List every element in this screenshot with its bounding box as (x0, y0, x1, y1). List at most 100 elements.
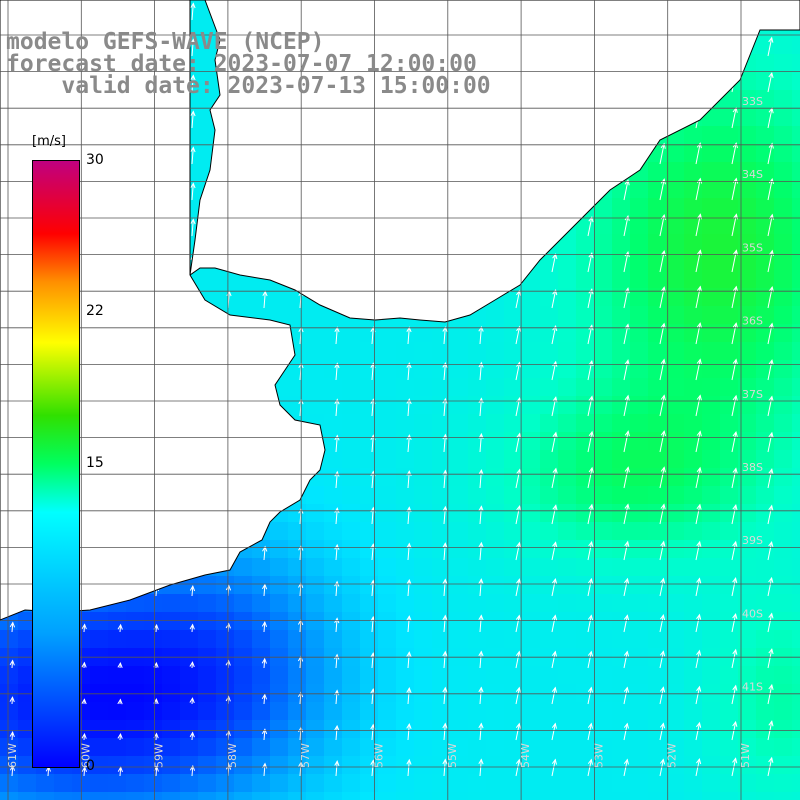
wind-cell (342, 720, 361, 739)
wind-cell (612, 720, 631, 739)
wind-cell (540, 486, 559, 505)
wind-cell (396, 576, 415, 595)
wind-cell (486, 486, 505, 505)
wind-cell (306, 504, 325, 523)
wind-arrow (515, 578, 522, 597)
wind-cell (450, 468, 469, 487)
wind-arrow (406, 542, 412, 561)
wind-cell (522, 450, 541, 469)
wind-cell (684, 252, 703, 271)
wind-cell (702, 414, 721, 433)
wind-cell (720, 270, 739, 289)
wind-cell (324, 450, 343, 469)
wind-cell (774, 144, 793, 163)
wind-cell (486, 684, 505, 703)
wind-cell (792, 702, 800, 721)
wind-cell (252, 720, 271, 739)
wind-cell (504, 684, 523, 703)
wind-cell (504, 342, 523, 361)
wind-cell (162, 666, 181, 685)
wind-cell (468, 756, 487, 775)
wind-cell (54, 792, 73, 800)
wind-arrow (731, 322, 738, 345)
wind-cell (450, 504, 469, 523)
wind-cell (648, 342, 667, 361)
wind-cell (306, 630, 325, 649)
wind-cell (576, 216, 595, 235)
wind-arrow (767, 576, 774, 597)
wind-cell (198, 54, 217, 73)
wind-cell (684, 594, 703, 613)
wind-cell (450, 630, 469, 649)
wind-cell (306, 684, 325, 703)
wind-cell (90, 738, 109, 757)
wind-cell (558, 450, 577, 469)
wind-cell (774, 324, 793, 343)
wind-cell (738, 198, 757, 217)
wind-cell (360, 342, 379, 361)
wind-cell (522, 576, 541, 595)
wind-cell (486, 504, 505, 523)
wind-cell (630, 414, 649, 433)
wind-arrow (406, 578, 412, 597)
wind-cell (792, 72, 800, 91)
wind-cell (648, 234, 667, 253)
wind-cell (684, 522, 703, 541)
wind-cell (144, 738, 163, 757)
latitude-label: 36S (742, 315, 763, 328)
wind-cell (342, 342, 361, 361)
wind-cell (612, 594, 631, 613)
wind-cell (198, 126, 217, 145)
wind-cell (684, 234, 703, 253)
wind-cell (702, 252, 721, 271)
wind-cell (702, 504, 721, 523)
wind-cell (702, 612, 721, 631)
wind-cell (342, 666, 361, 685)
wind-cell (720, 630, 739, 649)
wind-cell (702, 126, 721, 145)
wind-cell (198, 90, 217, 109)
wind-cell (558, 594, 577, 613)
wind-cell (504, 522, 523, 541)
wind-arrow (659, 540, 666, 561)
wind-cell (594, 702, 613, 721)
wind-arrow (406, 722, 412, 741)
wind-arrow (767, 468, 774, 489)
wind-cell (702, 450, 721, 469)
wind-cell (720, 522, 739, 541)
wind-cell (486, 522, 505, 541)
wind-arrow (189, 731, 195, 741)
wind-arrow (659, 577, 666, 597)
wind-cell (558, 324, 577, 343)
wind-arrow (515, 614, 522, 633)
wind-cell (288, 396, 307, 415)
wind-cell (594, 558, 613, 577)
wind-cell (594, 612, 613, 631)
wind-cell (306, 792, 325, 800)
wind-cell (288, 792, 307, 800)
wind-cell (756, 666, 775, 685)
wind-cell (270, 756, 289, 775)
wind-cell (450, 486, 469, 505)
wind-cell (684, 774, 703, 793)
wind-cell (756, 630, 775, 649)
wind-cell (774, 612, 793, 631)
wind-cell (684, 738, 703, 757)
wind-arrow (695, 757, 702, 777)
wind-cell (504, 792, 523, 800)
wind-cell (0, 630, 19, 649)
wind-cell (486, 468, 505, 487)
wind-cell (792, 144, 800, 163)
wind-cell (666, 450, 685, 469)
wind-cell (108, 774, 127, 793)
wind-cell (576, 450, 595, 469)
wind-cell (720, 234, 739, 253)
wind-cell (504, 450, 523, 469)
wind-cell (774, 630, 793, 649)
wind-cell (540, 342, 559, 361)
wind-cell (198, 36, 217, 55)
wind-cell (324, 774, 343, 793)
wind-cell (216, 630, 235, 649)
wind-cell (450, 594, 469, 613)
